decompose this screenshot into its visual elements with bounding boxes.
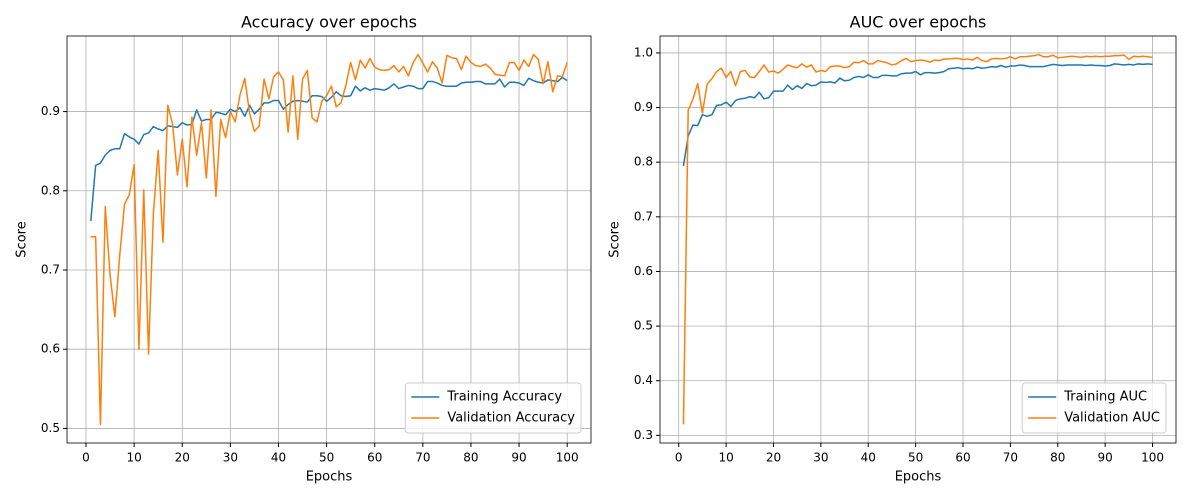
y-tick-label: 0.6 — [634, 264, 653, 278]
legend: Training AUC Validation AUC — [1021, 382, 1167, 434]
legend: Training Accuracy Validation Accuracy — [404, 382, 582, 434]
x-tick-label: 30 — [813, 451, 828, 465]
x-tick-label: 60 — [955, 451, 970, 465]
x-axis-label: Epochs — [895, 470, 942, 485]
series-line — [90, 53, 568, 426]
y-axis-label: Score — [608, 221, 623, 257]
x-tick-label: 0 — [675, 451, 683, 465]
legend-label: Training Accuracy — [446, 390, 562, 405]
y-tick-label: 0.5 — [41, 421, 60, 435]
x-tick-label: 90 — [1098, 451, 1113, 465]
chart-title: Accuracy over epochs — [241, 13, 417, 32]
y-tick-label: 0.9 — [634, 100, 653, 114]
plot-frame — [659, 35, 1177, 444]
series-line — [682, 53, 1153, 425]
y-axis-label: Score — [15, 221, 30, 257]
legend-label: Validation Accuracy — [447, 411, 575, 426]
x-tick-label: 60 — [367, 451, 382, 465]
x-tick-label: 80 — [1050, 451, 1065, 465]
legend-label: Validation AUC — [1064, 411, 1160, 426]
x-tick-label: 100 — [556, 451, 579, 465]
legend-box — [404, 382, 582, 434]
y-tick-label: 0.8 — [634, 155, 653, 169]
y-tick-label: 1.0 — [634, 45, 653, 59]
x-tick-label: 50 — [319, 451, 334, 465]
y-tick-label: 0.9 — [41, 104, 60, 118]
x-tick-label: 20 — [766, 451, 781, 465]
legend-label: Training AUC — [1063, 390, 1147, 405]
chart-title: AUC over epochs — [850, 13, 987, 32]
series-line — [682, 63, 1153, 167]
series-line — [90, 76, 568, 221]
x-axis-label: Epochs — [306, 470, 353, 485]
x-tick-label: 20 — [175, 451, 190, 465]
y-tick-label: 0.4 — [634, 373, 653, 387]
x-tick-label: 30 — [223, 451, 238, 465]
x-tick-label: 70 — [1003, 451, 1018, 465]
y-tick-label: 0.7 — [41, 262, 60, 276]
y-tick-label: 0.8 — [41, 183, 60, 197]
x-tick-label: 40 — [271, 451, 286, 465]
legend-box — [1021, 382, 1167, 434]
plot-frame — [66, 35, 592, 444]
x-tick-label: 10 — [718, 451, 733, 465]
x-tick-label: 10 — [126, 451, 141, 465]
y-tick-label: 0.6 — [41, 342, 60, 356]
y-tick-label: 0.7 — [634, 209, 653, 223]
x-tick-label: 70 — [415, 451, 430, 465]
x-tick-label: 0 — [82, 451, 90, 465]
x-tick-label: 90 — [511, 451, 526, 465]
y-tick-label: 0.3 — [634, 428, 653, 442]
x-tick-label: 100 — [1141, 451, 1164, 465]
x-tick-label: 40 — [861, 451, 876, 465]
y-tick-label: 0.5 — [634, 319, 653, 333]
x-tick-label: 80 — [463, 451, 478, 465]
x-tick-label: 50 — [908, 451, 923, 465]
